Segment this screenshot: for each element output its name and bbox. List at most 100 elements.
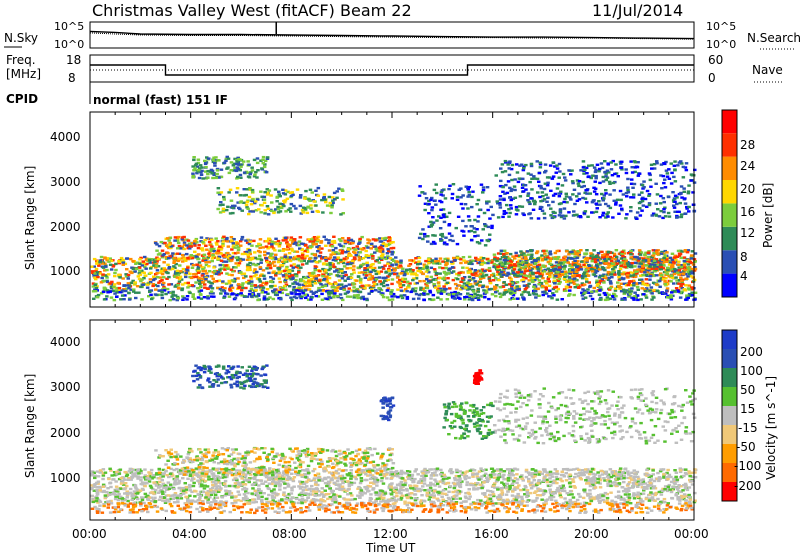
power-cell: [561, 215, 565, 217]
power-cell: [670, 172, 674, 174]
power-cell: [414, 290, 418, 292]
power-cell: [440, 201, 444, 203]
power-cell: [343, 258, 347, 260]
power-cell: [677, 211, 681, 213]
power-cell: [473, 227, 477, 229]
power-cell: [208, 255, 212, 257]
power-cell: [108, 291, 112, 293]
power-cell: [253, 251, 257, 253]
power-cell: [607, 211, 611, 213]
power-cell: [439, 209, 443, 211]
power-cell: [95, 263, 99, 265]
power-cell: [308, 200, 312, 202]
power-cell: [286, 243, 290, 245]
power-cell: [309, 275, 313, 277]
power-cell: [575, 257, 579, 259]
power-cell: [577, 185, 581, 187]
power-cell: [502, 293, 506, 295]
power-cell: [185, 298, 189, 300]
power-cell: [655, 203, 659, 205]
power-cell: [222, 196, 226, 198]
power-cell: [130, 282, 134, 284]
power-cell: [535, 252, 539, 254]
power-cell: [388, 269, 392, 271]
power-cell: [366, 238, 370, 240]
power-cell: [266, 288, 270, 290]
power-cell: [444, 237, 448, 239]
power-cell: [625, 213, 629, 215]
power-cell: [633, 183, 637, 185]
power-cell: [604, 192, 608, 194]
power-cell: [178, 245, 182, 247]
power-cell: [250, 295, 254, 297]
power-cell: [564, 215, 568, 217]
power-cell: [414, 257, 418, 259]
power-cell: [444, 264, 448, 266]
power-cell: [333, 292, 337, 294]
power-cell: [564, 179, 568, 181]
power-cell: [490, 274, 494, 276]
power-cbar-swatch: [722, 250, 737, 273]
power-cell: [171, 291, 175, 293]
power-cell: [667, 168, 671, 170]
power-cell: [118, 261, 122, 263]
power-cell: [438, 277, 442, 279]
power-cell: [303, 197, 307, 199]
power-cell: [594, 261, 598, 263]
power-cell: [323, 193, 327, 195]
power-cell: [288, 275, 292, 277]
power-cell: [191, 296, 195, 298]
power-cell: [619, 286, 623, 288]
power-cell: [527, 172, 531, 174]
power-cell: [228, 172, 232, 174]
power-cell: [468, 295, 472, 297]
power-cell: [499, 198, 503, 200]
power-cell: [446, 277, 450, 279]
power-cell: [352, 265, 356, 267]
power-cell: [322, 262, 326, 264]
power-cell: [648, 172, 652, 174]
power-cell: [168, 244, 172, 246]
power-cell: [389, 257, 393, 259]
power-cell: [517, 265, 521, 267]
power-cell: [318, 270, 322, 272]
power-cell: [191, 176, 195, 178]
power-cell: [216, 169, 220, 171]
power-cell: [486, 209, 490, 211]
power-cell: [683, 264, 687, 266]
power-cell: [373, 251, 377, 253]
power-cell: [288, 285, 292, 287]
power-cell: [246, 259, 250, 261]
power-cell: [541, 259, 545, 261]
power-cell: [593, 190, 597, 192]
power-cell: [191, 284, 195, 286]
nsky-tick-top: 10^5: [54, 20, 84, 33]
power-cell: [455, 294, 459, 296]
power-cell: [642, 293, 646, 295]
power-cell: [667, 196, 671, 198]
power-cell: [307, 280, 311, 282]
power-cell: [94, 284, 98, 286]
power-cell: [611, 263, 615, 265]
power-cell: [92, 290, 96, 292]
power-cell: [387, 279, 391, 281]
power-cell: [210, 275, 214, 277]
power-cell: [186, 266, 190, 268]
power-cell: [359, 281, 363, 283]
power-cell: [380, 270, 384, 272]
power-cell: [515, 285, 519, 287]
power-cell: [486, 262, 490, 264]
power-cell: [446, 282, 450, 284]
power-cell: [455, 227, 459, 229]
power-cell: [442, 285, 446, 287]
power-cell: [421, 228, 425, 230]
power-cell: [239, 166, 243, 168]
power-cell: [557, 269, 561, 271]
power-cell: [534, 263, 538, 265]
power-cell: [544, 163, 548, 165]
power-cell: [623, 258, 627, 260]
power-cell: [248, 210, 252, 212]
power-cell: [192, 293, 196, 295]
power-cell: [529, 264, 533, 266]
power-cell: [194, 281, 198, 283]
